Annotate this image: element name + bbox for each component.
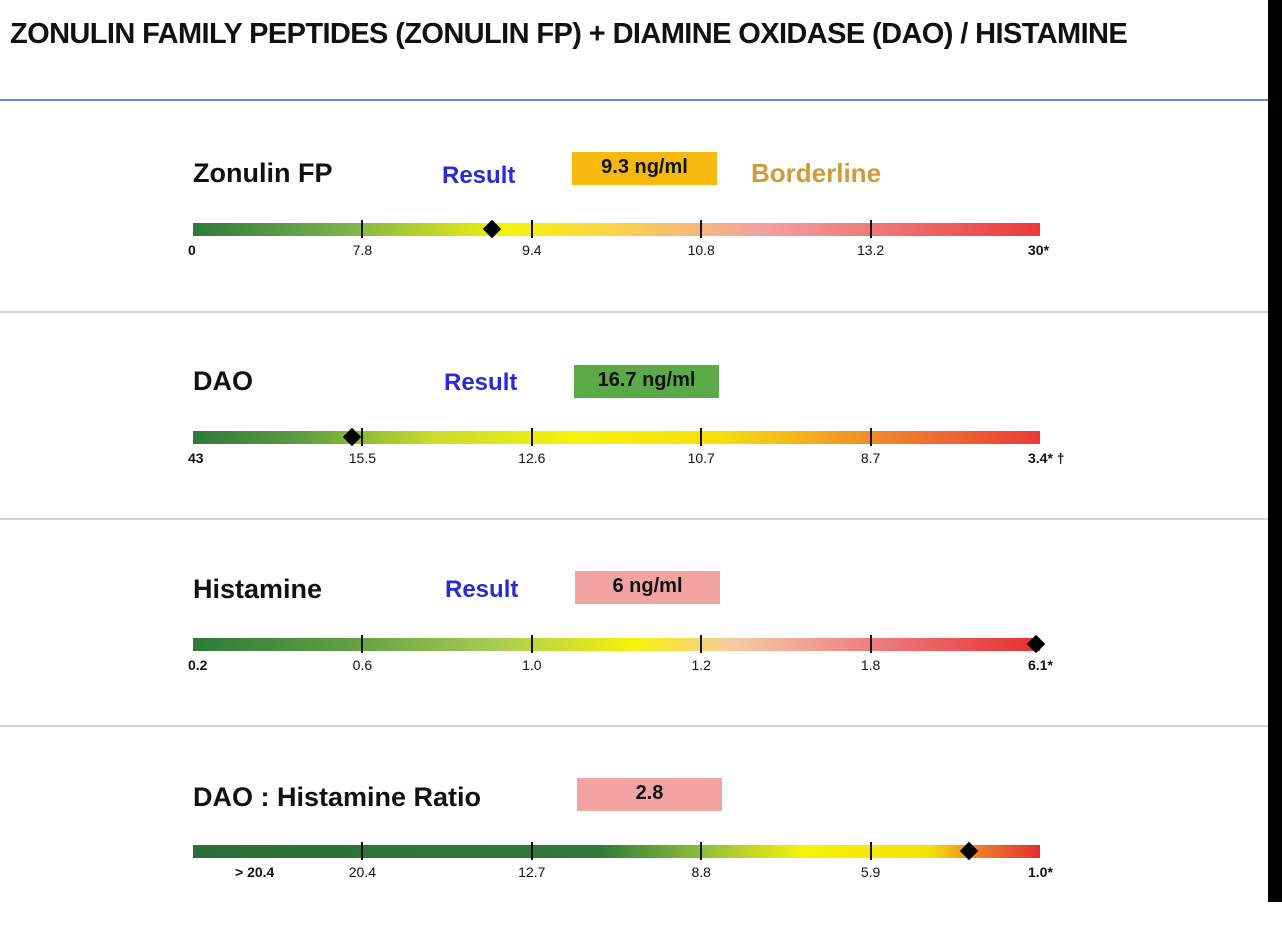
gauge-tick	[361, 635, 364, 653]
gauge-tick	[869, 635, 872, 653]
gauge-tick	[700, 635, 703, 653]
result-value-box: 6 ng/ml	[575, 571, 720, 604]
gauge-tick-label: 15.5	[348, 450, 377, 466]
gauge-tick-label: 7.8	[352, 242, 373, 258]
section-dao: DAO Result 16.7 ng/ml 43 15.5 12.6 10.7 8.7 3…	[0, 313, 1268, 513]
gauge-tick	[700, 428, 703, 446]
gauge-tick-label: 3.4* †	[1028, 450, 1065, 466]
section-histamine: Histamine Result 6 ng/ml 0.2 0.6 1.0 1.2 1.8…	[0, 520, 1268, 720]
gauge-tick	[530, 842, 533, 860]
gauge-tick-label: > 20.4	[235, 864, 275, 880]
gauge-tick-label: 12.6	[518, 450, 546, 466]
test-name: Histamine	[193, 574, 323, 604]
gauge-tick	[869, 842, 872, 860]
gauge-tick-label: 1.8	[860, 657, 881, 673]
gauge-tick-label: 20.4	[348, 864, 377, 880]
section-divider	[0, 518, 1268, 520]
gauge-tick	[361, 842, 364, 860]
test-name: DAO : Histamine Ratio	[193, 782, 482, 812]
gauge-tick	[530, 428, 533, 446]
gauge-tick-label: 6.1*	[1028, 657, 1053, 673]
result-value-box: 9.3 ng/ml	[572, 152, 717, 185]
gauge-tick-label: 1.0*	[1028, 864, 1053, 880]
gauge-tick-label: 0.2	[188, 657, 208, 673]
gauge-tick-label: 1.2	[691, 657, 711, 673]
gauge-tick-label: 1.0	[522, 657, 542, 673]
gauge-tick-label: 0	[188, 242, 196, 258]
gauge-tick-label: 10.7	[687, 450, 715, 466]
page-edge	[1268, 0, 1282, 902]
section-divider	[0, 311, 1268, 313]
result-label: Result	[442, 162, 516, 189]
result-label: Result	[445, 576, 519, 603]
gauge-tick	[869, 220, 872, 238]
gauge-tick-label: 5.9	[860, 864, 881, 880]
result-value-box: 2.8	[577, 778, 722, 811]
gauge-bar	[193, 638, 1040, 651]
gauge-tick-label: 8.8	[691, 864, 711, 880]
gauge-tick-label: 10.8	[687, 242, 715, 258]
gauge-tick-label: 43	[188, 450, 204, 466]
gauge-tick	[869, 428, 872, 446]
section-dao-histamine-ratio: DAO : Histamine Ratio 2.8 > 20.4 20.4 12.7…	[0, 727, 1268, 927]
gauge-tick	[700, 842, 703, 860]
result-value-box: 16.7 ng/ml	[574, 365, 719, 398]
gauge-tick-label: 8.7	[860, 450, 881, 466]
page-title: ZONULIN FAMILY PEPTIDES (ZONULIN FP) + D…	[10, 18, 1128, 50]
gauge-tick	[530, 635, 533, 653]
gauge-tick-label: 9.4	[522, 242, 542, 258]
title-rule	[0, 99, 1268, 101]
gauge-tick-label: 0.6	[352, 657, 373, 673]
gauge-tick	[361, 220, 364, 238]
test-name: Zonulin FP	[193, 158, 333, 188]
gauge-bar	[193, 223, 1040, 236]
status-label: Borderline	[751, 158, 882, 188]
gauge-tick-label: 13.2	[856, 242, 885, 258]
gauge-tick-label: 12.7	[518, 864, 546, 880]
test-name: DAO	[193, 366, 253, 396]
gauge-bar	[193, 845, 1040, 858]
gauge-tick	[361, 428, 364, 446]
gauge-tick-label: 30*	[1028, 242, 1050, 258]
gauge-bar	[193, 431, 1040, 444]
gauge-tick	[530, 220, 533, 238]
section-zonulin-fp: Zonulin FP Result 9.3 ng/ml Borderline 0…	[0, 101, 1268, 301]
section-divider	[0, 725, 1268, 727]
gauge-tick	[700, 220, 703, 238]
result-label: Result	[444, 369, 518, 396]
